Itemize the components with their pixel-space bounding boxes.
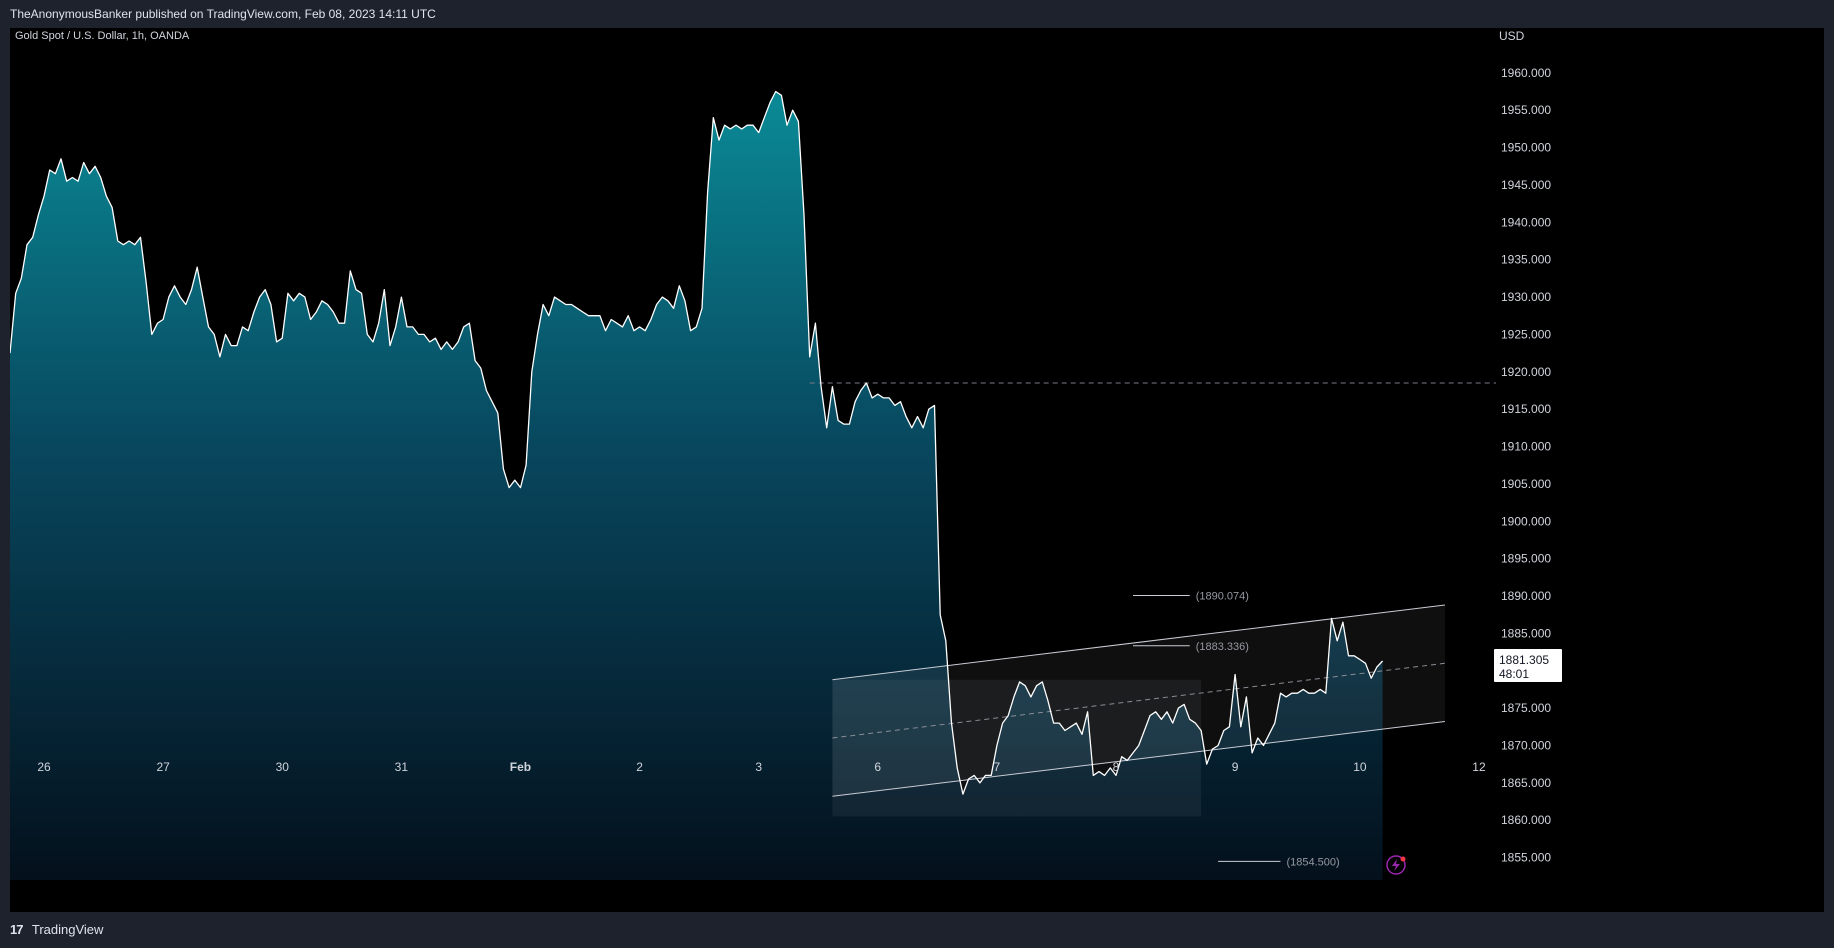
y-tick-label: 1945.000 (1501, 178, 1551, 192)
axes: 1960.000 1955.000 1950.000 1945.000 1940.000… (37, 66, 1562, 865)
x-tick-label: 27 (156, 760, 170, 774)
countdown-label: 48:01 (1499, 667, 1529, 681)
y-tick-label: 1855.000 (1501, 851, 1551, 865)
x-tick-label: 8 (1113, 760, 1120, 774)
y-tick-label: 1935.000 (1501, 253, 1551, 267)
price-area-fill (10, 91, 1383, 880)
y-tick-label: 1915.000 (1501, 402, 1551, 416)
y-tick-label: 1900.000 (1501, 514, 1551, 528)
x-tick-label: 2 (636, 760, 643, 774)
last-price-label: 1881.305 (1499, 653, 1549, 667)
lightning-icon[interactable] (1386, 855, 1406, 875)
channel-lower-line[interactable] (832, 721, 1446, 797)
y-tick-label: 1955.000 (1501, 103, 1551, 117)
price-chart[interactable]: (1890.074)(1883.336)(1854.500) 1960.0001… (10, 28, 1824, 912)
channel-upper-line[interactable] (832, 604, 1446, 681)
y-tick-label: 1920.000 (1501, 365, 1551, 379)
y-tick-label: 1860.000 (1501, 813, 1551, 827)
x-tick-label: 9 (1232, 760, 1239, 774)
price-mark-label: (1890.074) (1196, 590, 1249, 602)
x-tick-label: 26 (37, 760, 51, 774)
x-tick-label: Feb (510, 760, 531, 774)
y-tick-label: 1885.000 (1501, 626, 1551, 640)
x-tick-label: 10 (1353, 760, 1367, 774)
y-tick-label: 1905.000 (1501, 477, 1551, 491)
footer-bar: 17 TradingView (0, 912, 1834, 948)
price-mark-label: (1854.500) (1286, 856, 1339, 868)
price-mark-label: (1883.336) (1196, 641, 1249, 653)
y-tick-label: 1870.000 (1501, 738, 1551, 752)
publish-line: TheAnonymousBanker published on TradingV… (10, 7, 436, 21)
last-price-badge (1494, 648, 1562, 682)
y-tick-label: 1930.000 (1501, 290, 1551, 304)
y-tick-label: 1910.000 (1501, 440, 1551, 454)
y-tick-label: 1940.000 (1501, 215, 1551, 229)
x-tick-label: 31 (395, 760, 409, 774)
channel-middle-line[interactable] (832, 662, 1446, 739)
highlight-box (832, 679, 1202, 817)
x-tick-label: 12 (1472, 760, 1486, 774)
x-tick-label: 3 (755, 760, 762, 774)
currency-label: USD (1499, 29, 1525, 43)
y-tick-label: 1865.000 (1501, 776, 1551, 790)
publish-info-bar: TheAnonymousBanker published on TradingV… (0, 0, 1834, 28)
brand-label[interactable]: TradingView (31, 922, 104, 937)
tradingview-logo-icon[interactable]: 17 (10, 922, 24, 937)
chart-frame[interactable]: (1890.074) (1883.336) (1854.500) 1960.000 1… (10, 28, 1824, 912)
y-tick-label: 1890.000 (1501, 589, 1551, 603)
x-tick-label: 7 (994, 760, 1001, 774)
x-tick-label: 30 (276, 760, 290, 774)
plot-area[interactable]: (1890.074) (1883.336) (1854.500) (10, 90, 1496, 881)
x-tick-label: 6 (874, 760, 881, 774)
y-tick-label: 1875.000 (1501, 701, 1551, 715)
y-tick-label: 1960.000 (1501, 66, 1551, 80)
chart-title: Gold Spot / U.S. Dollar, 1h, OANDA (15, 30, 190, 42)
y-tick-label: 1950.000 (1501, 141, 1551, 155)
y-tick-label: 1895.000 (1501, 552, 1551, 566)
y-tick-label: 1925.000 (1501, 327, 1551, 341)
price-line (10, 90, 1384, 795)
